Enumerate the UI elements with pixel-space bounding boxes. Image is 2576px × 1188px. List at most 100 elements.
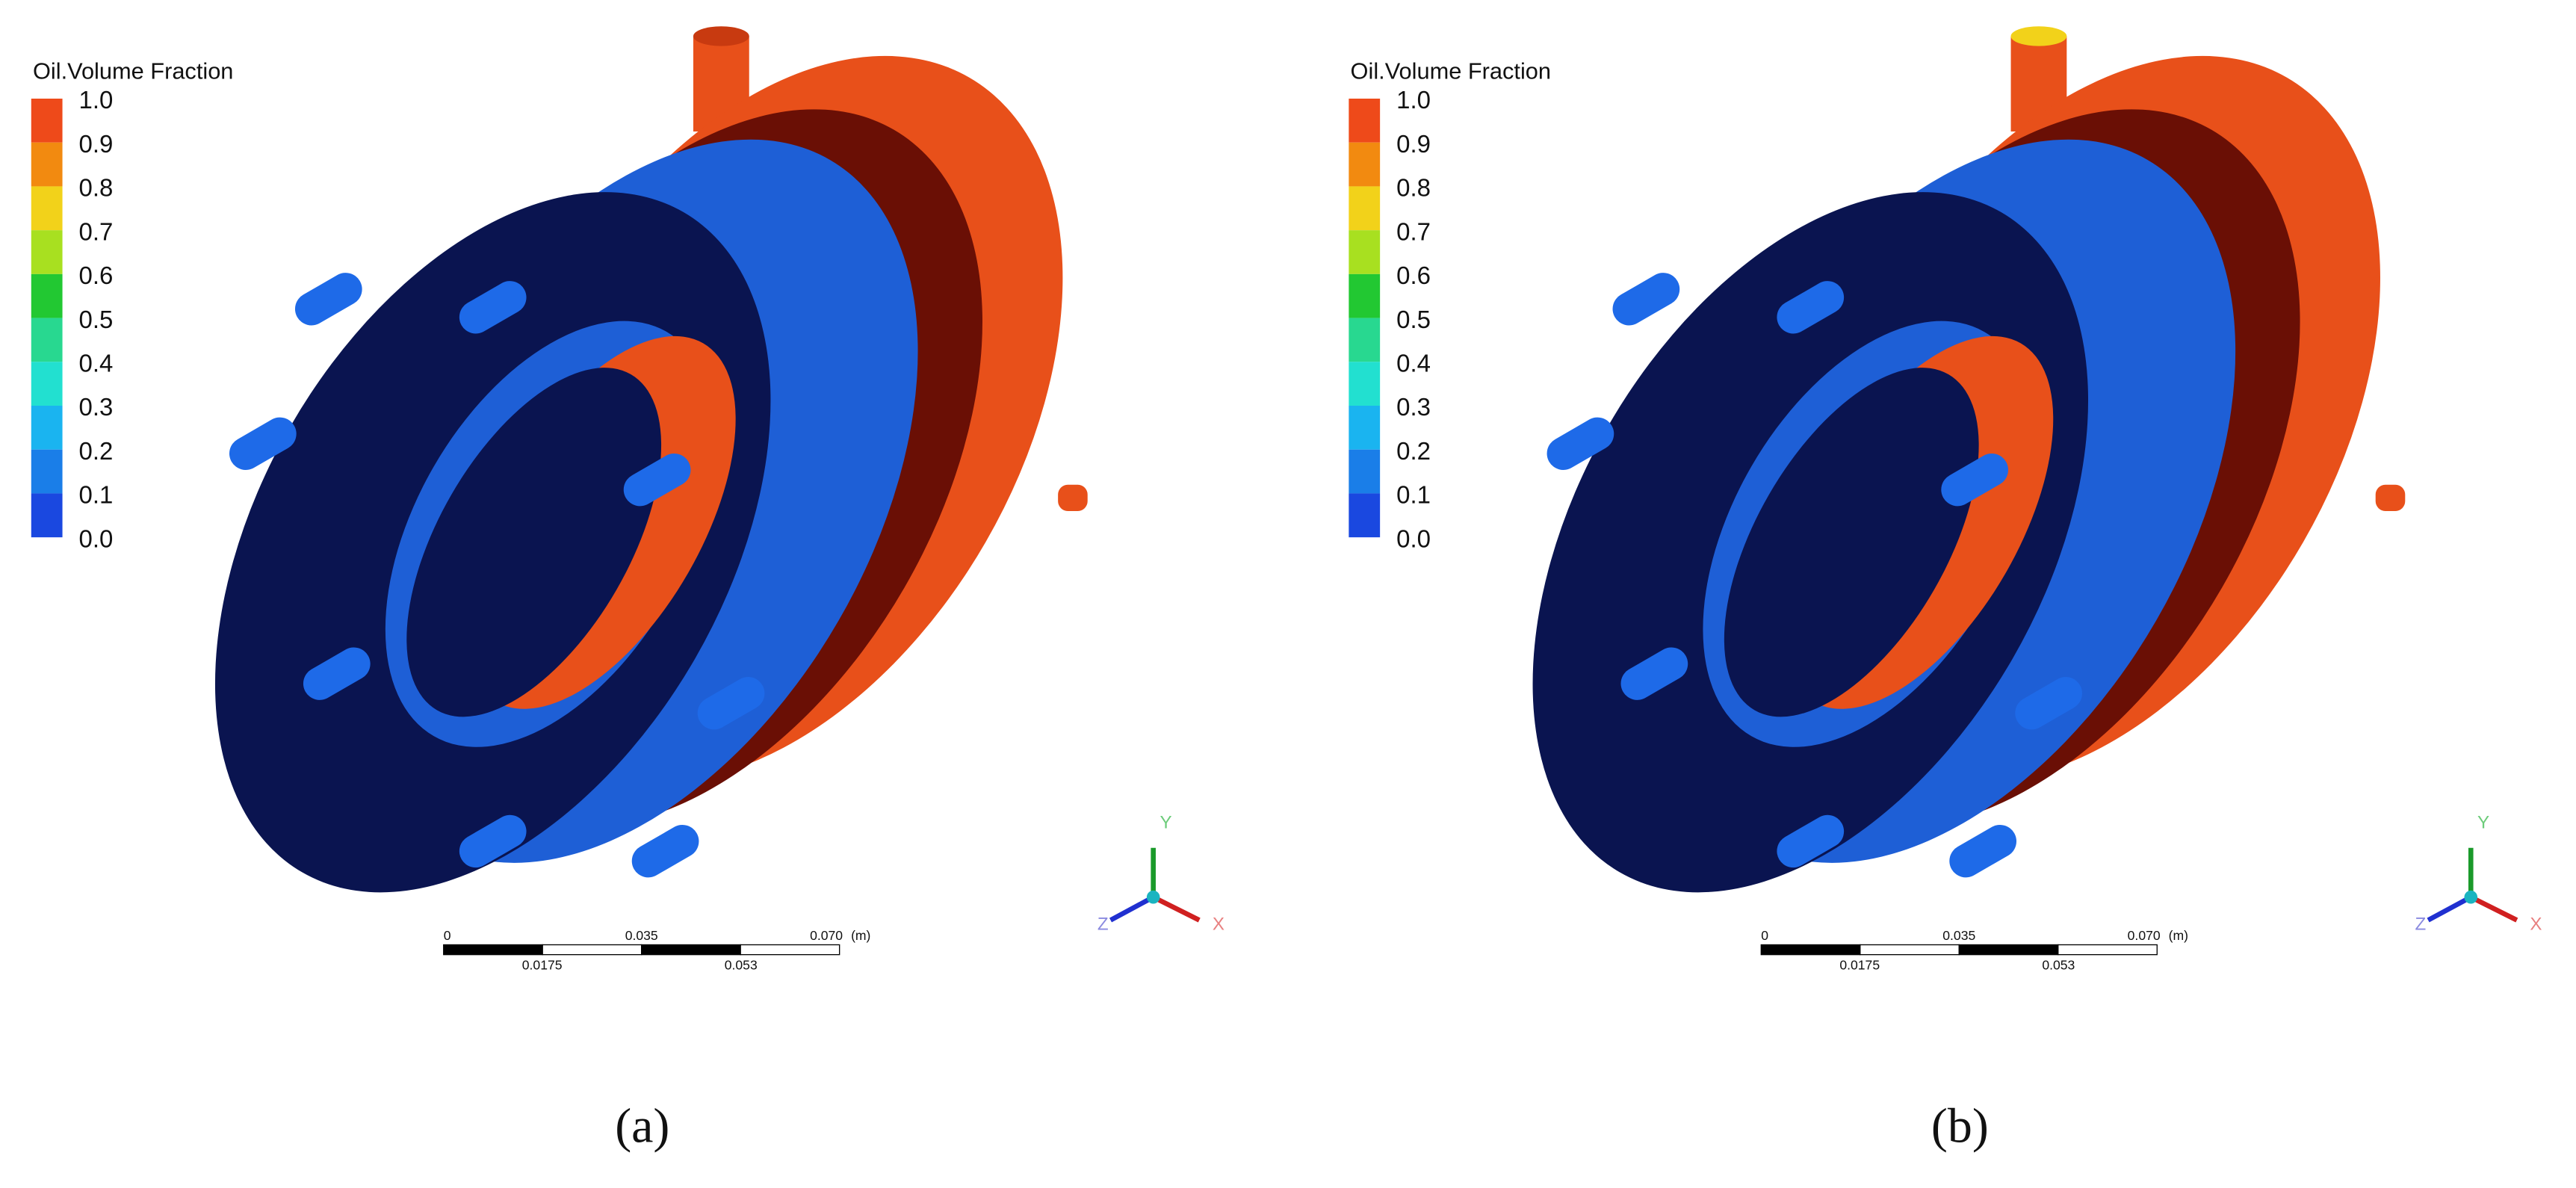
legend-label: 0.7 bbox=[79, 217, 114, 245]
scale-unit: (m) bbox=[851, 928, 870, 943]
legend-label: 0.6 bbox=[1396, 262, 1431, 289]
legend-title: Oil.Volume Fraction bbox=[1351, 58, 1551, 84]
pin bbox=[1777, 814, 1845, 868]
legend-swatch bbox=[31, 186, 63, 231]
legend-label: 0.7 bbox=[1396, 217, 1431, 245]
scale-label: 0.053 bbox=[725, 957, 758, 972]
scale-segment bbox=[1760, 944, 1861, 956]
axis-x bbox=[2469, 894, 2518, 923]
back-pin bbox=[2375, 484, 2406, 511]
pin bbox=[1949, 824, 2017, 878]
pin bbox=[623, 453, 691, 507]
legend-swatch bbox=[31, 493, 63, 538]
caption: (b) bbox=[1931, 1098, 1989, 1153]
legend-title: Oil.Volume Fraction bbox=[33, 58, 233, 84]
pin bbox=[1777, 281, 1845, 334]
axis-label: Y bbox=[1159, 812, 1171, 832]
axis-label: Z bbox=[2415, 915, 2427, 935]
axis-origin bbox=[1146, 890, 1160, 904]
caption: (a) bbox=[615, 1098, 669, 1153]
scale-label: 0 bbox=[1761, 928, 1768, 943]
outlet-top bbox=[693, 26, 749, 46]
legend-label: 0.9 bbox=[1396, 130, 1431, 158]
legend-label: 1.0 bbox=[1396, 86, 1431, 114]
legend-label: 0.0 bbox=[1396, 525, 1431, 552]
pin bbox=[2015, 677, 2082, 730]
legend-swatch bbox=[1349, 493, 1381, 538]
scale-segment bbox=[542, 944, 643, 956]
legend-label: 0.5 bbox=[79, 306, 114, 333]
legend-label: 0.3 bbox=[79, 393, 114, 421]
legend-swatch bbox=[31, 273, 63, 318]
axis-z bbox=[2427, 894, 2472, 923]
pin bbox=[631, 824, 699, 878]
legend-swatch bbox=[31, 362, 63, 406]
pin bbox=[294, 273, 362, 326]
back-pin bbox=[1058, 484, 1088, 511]
legend-label: 0.5 bbox=[1396, 306, 1431, 333]
axis-label: Y bbox=[2477, 812, 2489, 832]
legend-label: 0.4 bbox=[79, 349, 114, 377]
pin bbox=[1546, 417, 1614, 470]
scale-label: 0 bbox=[444, 928, 451, 943]
axis-origin bbox=[2464, 890, 2478, 904]
scale-label: 0.0175 bbox=[522, 957, 563, 972]
outlet-top bbox=[2010, 26, 2067, 46]
pin bbox=[1941, 453, 2009, 507]
legend-label: 0.6 bbox=[79, 262, 114, 289]
legend-swatch bbox=[1349, 405, 1381, 450]
legend-swatch bbox=[1349, 362, 1381, 406]
legend-label: 0.1 bbox=[79, 481, 114, 509]
scale-segment bbox=[1958, 944, 2059, 956]
legend-swatch bbox=[1349, 318, 1381, 362]
pin bbox=[303, 647, 371, 700]
axis-z bbox=[1109, 894, 1155, 923]
scale-unit: (m) bbox=[2169, 928, 2188, 943]
scale-label: 0.053 bbox=[2042, 957, 2075, 972]
scale-segment bbox=[2058, 944, 2158, 956]
scale-label: 0.070 bbox=[810, 928, 843, 943]
axis-label: Z bbox=[1097, 915, 1109, 935]
legend-label: 0.8 bbox=[1396, 174, 1431, 202]
back-pin bbox=[824, 88, 855, 115]
legend-swatch bbox=[1349, 99, 1381, 143]
pin bbox=[1612, 273, 1680, 326]
legend-swatch bbox=[1349, 186, 1381, 231]
scale-segment bbox=[641, 944, 741, 956]
scale-label: 0.0175 bbox=[1839, 957, 1880, 972]
scale-label: 0.070 bbox=[2128, 928, 2161, 943]
scale-segment bbox=[740, 944, 840, 956]
legend-label: 0.1 bbox=[1396, 481, 1431, 509]
legend-label: 0.8 bbox=[79, 174, 114, 202]
pin bbox=[229, 417, 297, 470]
pin bbox=[459, 814, 527, 868]
axis-label: X bbox=[1213, 915, 1224, 935]
pin bbox=[697, 677, 765, 730]
inner-shadow bbox=[406, 368, 662, 717]
legend-label: 0.9 bbox=[79, 130, 114, 158]
pin bbox=[1620, 647, 1688, 700]
legend-swatch bbox=[31, 449, 63, 494]
legend-label: 0.2 bbox=[1396, 437, 1431, 465]
legend-label: 1.0 bbox=[79, 86, 114, 114]
scale-segment bbox=[443, 944, 543, 956]
scale-label: 0.035 bbox=[1942, 928, 1975, 943]
legend-swatch bbox=[1349, 273, 1381, 318]
legend-swatch bbox=[31, 142, 63, 187]
legend-swatch bbox=[1349, 142, 1381, 187]
back-pin bbox=[2290, 258, 2320, 285]
axis-label: X bbox=[2530, 915, 2542, 935]
legend-swatch bbox=[31, 230, 63, 274]
scale-segment bbox=[1860, 944, 1960, 956]
legend-label: 0.3 bbox=[1396, 393, 1431, 421]
legend-swatch bbox=[31, 405, 63, 450]
legend-label: 0.2 bbox=[79, 437, 114, 465]
inner-shadow bbox=[1724, 368, 1979, 717]
scale-label: 0.035 bbox=[625, 928, 658, 943]
legend-swatch bbox=[1349, 230, 1381, 274]
pin bbox=[459, 281, 527, 334]
legend-swatch bbox=[31, 318, 63, 362]
